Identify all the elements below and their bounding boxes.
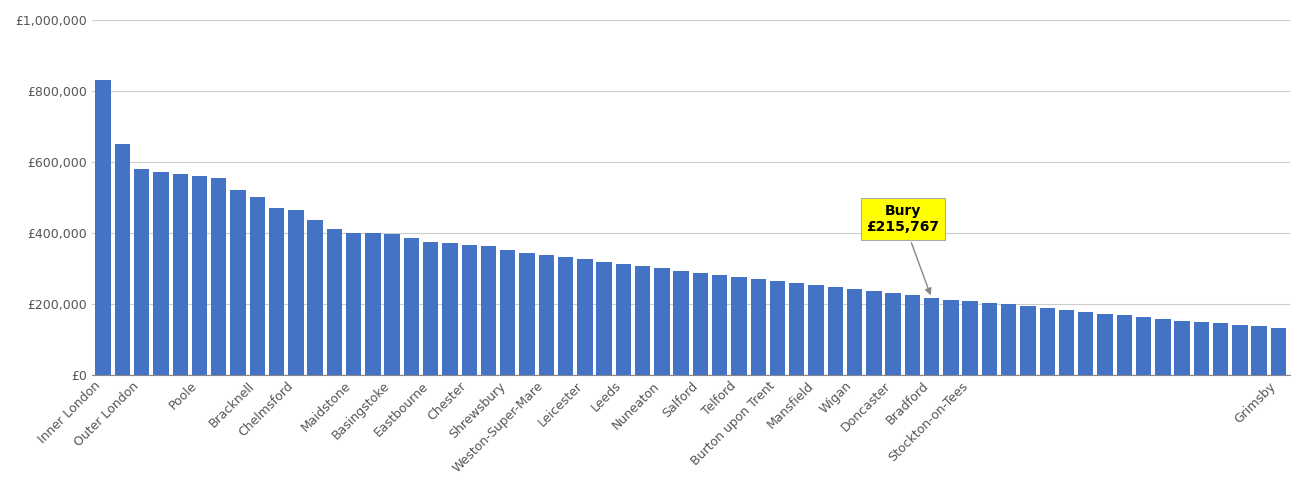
Bar <box>636 267 650 374</box>
Bar <box>539 255 555 374</box>
Bar <box>308 220 322 374</box>
Bar <box>770 281 786 374</box>
Bar <box>713 275 727 374</box>
Bar <box>1098 314 1113 374</box>
Bar <box>1040 308 1054 374</box>
Bar <box>326 229 342 374</box>
Bar <box>731 277 746 374</box>
Bar <box>944 300 959 374</box>
Bar <box>211 178 227 374</box>
Bar <box>288 210 304 374</box>
Bar <box>790 283 804 374</box>
Bar <box>750 279 766 374</box>
Bar <box>1021 306 1036 374</box>
Bar <box>365 233 381 374</box>
Bar <box>115 144 130 374</box>
Bar <box>808 285 823 374</box>
Bar <box>1078 312 1094 374</box>
Bar <box>904 295 920 374</box>
Bar <box>385 235 399 374</box>
Bar <box>827 287 843 374</box>
Bar <box>963 301 977 374</box>
Text: Bury
£215,767: Bury £215,767 <box>867 204 940 294</box>
Bar <box>616 264 632 374</box>
Bar <box>981 303 997 374</box>
Bar <box>192 176 207 374</box>
Bar <box>346 233 361 374</box>
Bar <box>924 298 940 374</box>
Bar <box>596 262 612 374</box>
Bar <box>1251 326 1267 374</box>
Bar <box>577 259 592 374</box>
Bar <box>1117 315 1131 374</box>
Bar <box>1058 310 1074 374</box>
Bar <box>885 293 900 374</box>
Bar <box>654 268 669 374</box>
Bar <box>423 242 438 374</box>
Bar <box>95 80 111 374</box>
Bar <box>1232 325 1248 374</box>
Bar <box>673 271 689 374</box>
Bar <box>867 291 882 374</box>
Bar <box>249 197 265 374</box>
Bar <box>1194 322 1208 374</box>
Bar <box>403 238 419 374</box>
Bar <box>230 190 245 374</box>
Bar <box>1271 328 1287 374</box>
Bar <box>693 273 709 374</box>
Bar <box>519 253 535 374</box>
Bar <box>500 250 515 374</box>
Bar <box>480 246 496 374</box>
Bar <box>1135 317 1151 374</box>
Bar <box>462 245 476 374</box>
Bar <box>1174 320 1190 374</box>
Bar <box>172 174 188 374</box>
Bar <box>442 244 458 374</box>
Bar <box>153 172 168 374</box>
Bar <box>1212 323 1228 374</box>
Bar <box>269 208 284 374</box>
Bar <box>134 169 149 374</box>
Bar <box>1001 304 1017 374</box>
Bar <box>557 257 573 374</box>
Bar <box>847 290 863 374</box>
Bar <box>1155 319 1171 374</box>
